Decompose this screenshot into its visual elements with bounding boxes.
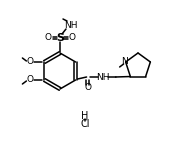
- Text: Cl: Cl: [80, 119, 90, 129]
- Text: NH: NH: [96, 73, 109, 81]
- Text: S: S: [56, 33, 64, 43]
- Text: H: H: [81, 111, 89, 121]
- Text: O: O: [69, 33, 75, 42]
- Text: O: O: [84, 84, 91, 93]
- Text: O: O: [27, 75, 34, 85]
- Text: N: N: [121, 58, 128, 66]
- Text: O: O: [27, 58, 34, 66]
- Text: NH: NH: [64, 20, 78, 29]
- Text: O: O: [45, 33, 52, 42]
